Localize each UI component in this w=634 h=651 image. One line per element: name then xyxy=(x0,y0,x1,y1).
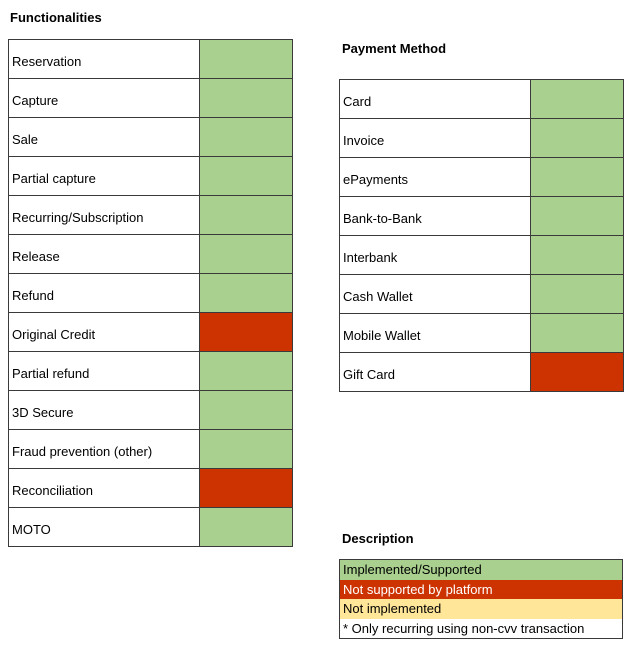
functionality-row-status-cell xyxy=(199,156,293,196)
functionality-row: Reconciliation xyxy=(8,468,293,508)
payment-method-row-label: Bank-to-Bank xyxy=(339,196,531,236)
functionality-row-label: Recurring/Subscription xyxy=(8,195,200,235)
functionality-row-status-cell xyxy=(199,234,293,274)
legend-item: Implemented/Supported xyxy=(340,560,622,580)
functionality-row-label: Reconciliation xyxy=(8,468,200,508)
functionalities-table: Reservation Capture Sale Partial capture Rec… xyxy=(8,39,293,547)
payment-method-row: Bank-to-Bank xyxy=(339,196,624,236)
payment-method-row-label: Invoice xyxy=(339,118,531,158)
payment-method-row-status-cell xyxy=(530,196,624,236)
functionality-row: Release xyxy=(8,234,293,274)
functionality-row: Partial capture xyxy=(8,156,293,196)
functionality-row: Capture xyxy=(8,78,293,118)
functionality-row-label: Reservation xyxy=(8,39,200,79)
payment-method-row-status-cell xyxy=(530,313,624,353)
functionality-row: Partial refund xyxy=(8,351,293,391)
functionality-row-label: Partial refund xyxy=(8,351,200,391)
functionality-row: Reservation xyxy=(8,39,293,79)
functionality-row-label: Original Credit xyxy=(8,312,200,352)
payment-method-row-status-cell xyxy=(530,235,624,275)
functionality-row-status-cell xyxy=(199,117,293,157)
payment-method-row: Invoice xyxy=(339,118,624,158)
functionality-row-label: Sale xyxy=(8,117,200,157)
payment-method-table: Card Invoice ePayments Bank-to-Bank Interban… xyxy=(339,79,624,392)
functionality-row-status-cell xyxy=(199,273,293,313)
payment-method-row-label: Mobile Wallet xyxy=(339,313,531,353)
functionality-row: 3D Secure xyxy=(8,390,293,430)
payment-method-row-label: Interbank xyxy=(339,235,531,275)
functionality-row: Refund xyxy=(8,273,293,313)
functionality-row-status-cell xyxy=(199,195,293,235)
functionality-row-label: Fraud prevention (other) xyxy=(8,429,200,469)
payment-method-row-status-cell xyxy=(530,118,624,158)
payment-method-row: Interbank xyxy=(339,235,624,275)
functionality-row-label: Capture xyxy=(8,78,200,118)
payment-method-row-status-cell xyxy=(530,274,624,314)
payment-method-heading: Payment Method xyxy=(342,41,447,56)
description-heading: Description xyxy=(342,531,414,546)
payment-method-row-label: ePayments xyxy=(339,157,531,197)
functionality-row: Recurring/Subscription xyxy=(8,195,293,235)
functionality-row: Sale xyxy=(8,117,293,157)
functionality-row-label: Release xyxy=(8,234,200,274)
functionality-row: Original Credit xyxy=(8,312,293,352)
description-legend: Implemented/Supported Not supported by pl… xyxy=(339,559,623,639)
functionality-row-status-cell xyxy=(199,468,293,508)
legend-item: Not supported by platform xyxy=(340,579,622,599)
functionality-row-label: 3D Secure xyxy=(8,390,200,430)
payment-method-row: Card xyxy=(339,79,624,119)
functionality-row: Fraud prevention (other) xyxy=(8,429,293,469)
functionality-row-label: Refund xyxy=(8,273,200,313)
payment-method-row-status-cell xyxy=(530,352,624,392)
legend-item: Not implemented xyxy=(340,599,622,619)
payment-method-row-status-cell xyxy=(530,157,624,197)
payment-method-row-status-cell xyxy=(530,79,624,119)
payment-method-row: Cash Wallet xyxy=(339,274,624,314)
functionality-row-status-cell xyxy=(199,429,293,469)
functionalities-heading: Functionalities xyxy=(10,10,102,25)
payment-method-row: ePayments xyxy=(339,157,624,197)
functionality-row-status-cell xyxy=(199,351,293,391)
functionality-row-status-cell xyxy=(199,507,293,547)
payment-method-row: Mobile Wallet xyxy=(339,313,624,353)
legend-item: * Only recurring using non-cvv transacti… xyxy=(340,618,622,638)
functionality-row-label: MOTO xyxy=(8,507,200,547)
functionality-row: MOTO xyxy=(8,507,293,547)
functionality-row-status-cell xyxy=(199,39,293,79)
payment-method-row-label: Card xyxy=(339,79,531,119)
functionality-row-status-cell xyxy=(199,78,293,118)
payment-method-row: Gift Card xyxy=(339,352,624,392)
functionality-row-status-cell xyxy=(199,312,293,352)
functionality-row-status-cell xyxy=(199,390,293,430)
payment-method-row-label: Gift Card xyxy=(339,352,531,392)
payment-method-row-label: Cash Wallet xyxy=(339,274,531,314)
functionality-row-label: Partial capture xyxy=(8,156,200,196)
